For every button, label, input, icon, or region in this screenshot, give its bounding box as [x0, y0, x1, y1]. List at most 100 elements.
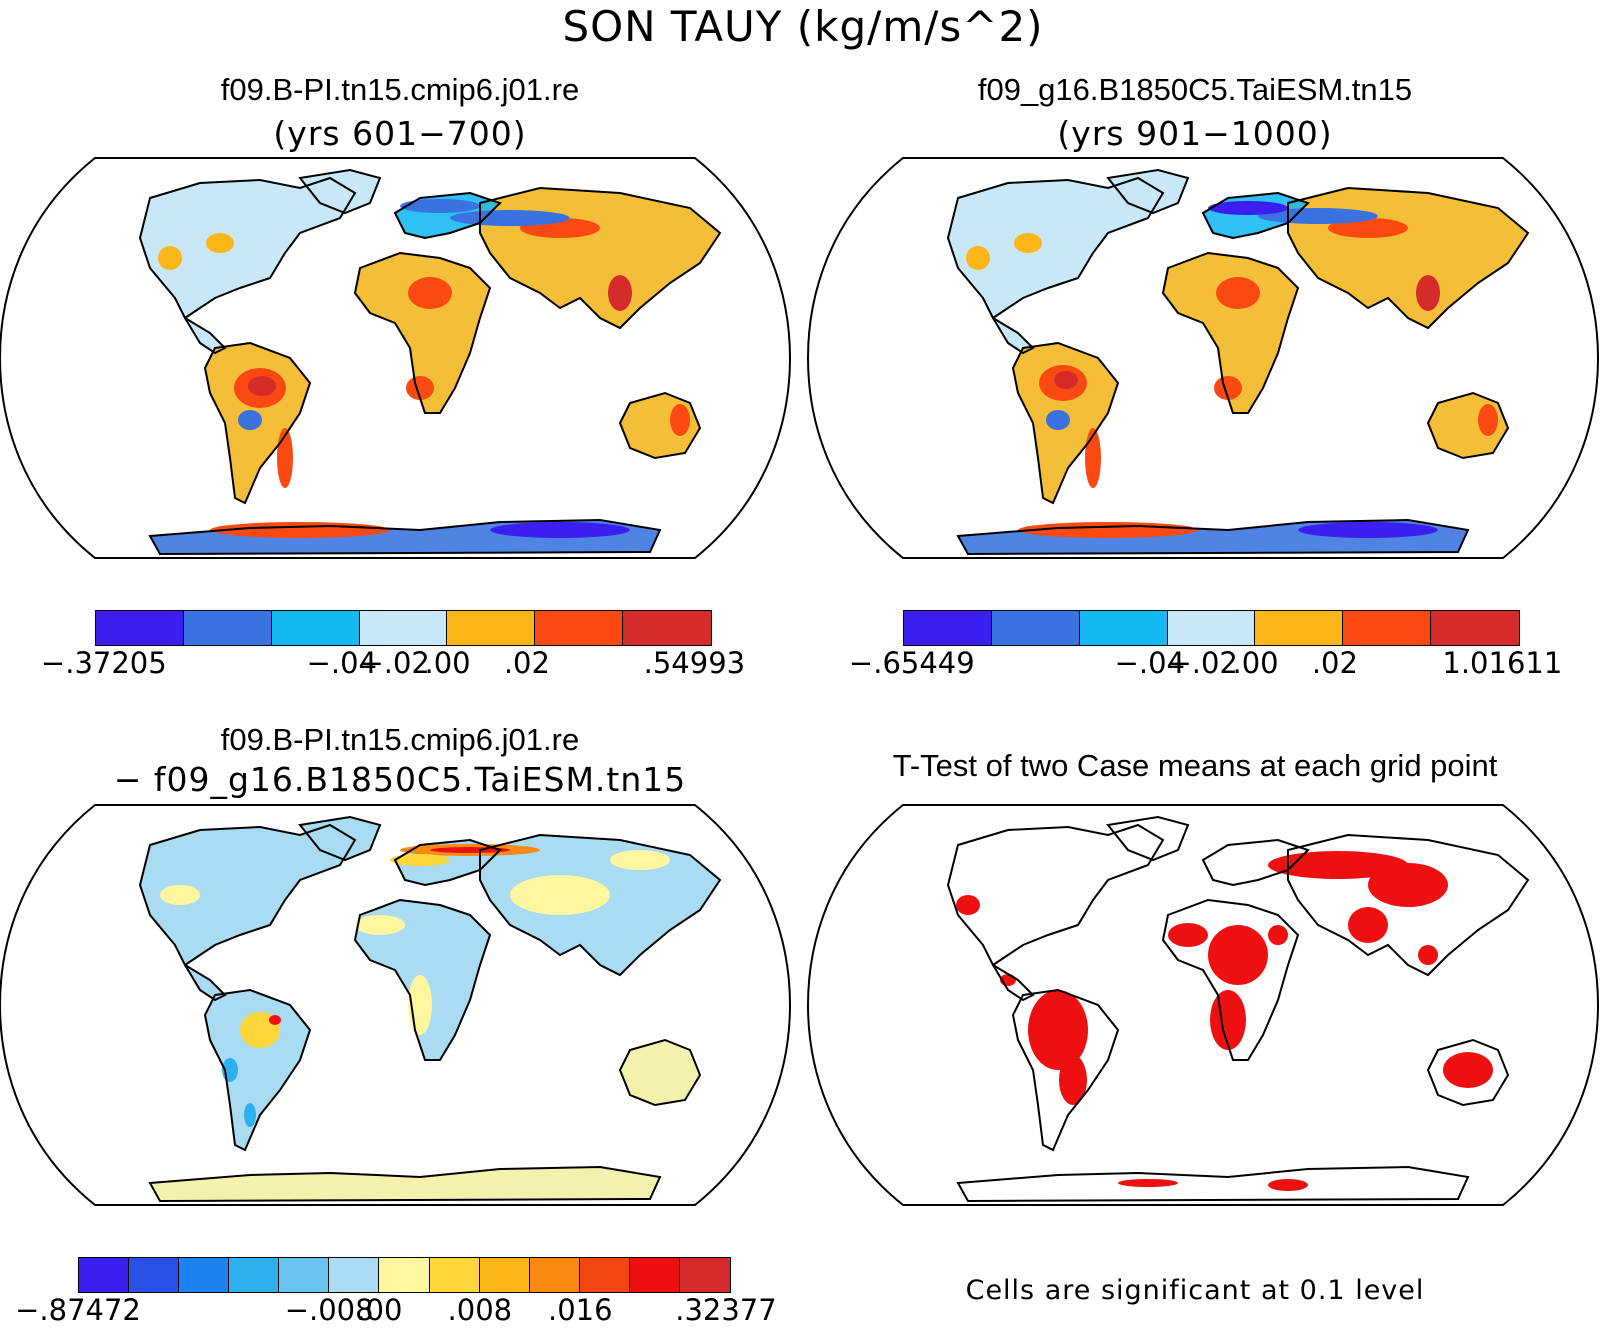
field-patch [269, 1015, 281, 1025]
colorbar-tick-label: −.02 [1167, 646, 1238, 680]
colorbar-bar [78, 1257, 731, 1293]
coastline [1011, 341, 1120, 505]
coastline [956, 1165, 1470, 1203]
field-patch [1118, 1179, 1178, 1187]
coastline [148, 1165, 662, 1203]
colorbar-swatch [129, 1258, 180, 1292]
field-patch [248, 376, 276, 396]
coastline [138, 176, 357, 320]
field-patch [160, 885, 200, 905]
colorbar-swatch [1255, 611, 1344, 645]
colorbar-swatch [379, 1258, 430, 1292]
field-patch [490, 522, 630, 538]
field-patch [1443, 1052, 1493, 1088]
colorbar-tick-label: .02 [1311, 646, 1358, 680]
colorbar-swatch [904, 611, 992, 645]
field-region [355, 253, 490, 413]
colorbar-swatch [359, 611, 448, 645]
coastline [1426, 391, 1510, 460]
landmass-camerica [185, 965, 225, 1000]
colorbar-tick-label: .02 [503, 646, 550, 680]
coastline [1106, 815, 1190, 862]
field-patch [1328, 218, 1408, 238]
field-region [620, 1040, 700, 1105]
landmass-camerica [993, 318, 1033, 353]
field-patch [1208, 925, 1268, 985]
colorbar-swatch [79, 1258, 130, 1292]
field-patch [1348, 907, 1388, 943]
colorbar-swatch [629, 1258, 680, 1292]
coastline [992, 317, 1035, 355]
colorbar-tick-label: .00 [1232, 646, 1279, 680]
colorbar-swatch [1343, 611, 1432, 645]
colorbar-swatch [179, 1258, 230, 1292]
colorbar-tick-label: −.37205 [40, 646, 167, 680]
field-patch [1268, 925, 1288, 945]
colorbar-tick-label: .008 [447, 1293, 513, 1327]
field-patch [608, 275, 632, 311]
coastline [184, 317, 227, 355]
field-patch [1268, 851, 1408, 879]
landmass-camerica [185, 318, 225, 353]
coastline [353, 898, 492, 1061]
coastline [148, 518, 662, 556]
colorbar-tick-label: .32377 [675, 1293, 777, 1327]
colorbar-tick-label: .54993 [643, 646, 746, 680]
colorbar-swatch [1167, 611, 1256, 645]
landmass-namerica [948, 178, 1163, 318]
colorbar-swatch [991, 611, 1080, 645]
field-patch [1216, 277, 1260, 309]
colorbar-tick-label: −.04 [306, 646, 378, 680]
map-frame [806, 157, 1600, 559]
field-patch [238, 410, 262, 430]
coastline [479, 186, 722, 330]
coastline [1426, 1038, 1510, 1107]
colorbar-swatch [271, 611, 360, 645]
colorbar-swatch [1431, 611, 1520, 645]
colorbar-swatch [429, 1258, 480, 1292]
coastline [298, 815, 382, 862]
coastline [184, 964, 227, 1002]
field-patch [1168, 923, 1208, 947]
landmass-namerica [948, 825, 1163, 965]
coastline [1011, 988, 1120, 1152]
panel1-colorbar: −.37205 −.04 −.02.00 .02 .54993 [41, 610, 745, 682]
field-patch [1014, 233, 1042, 253]
map-frame [0, 157, 792, 559]
field-patch [406, 376, 434, 400]
figure-title: SON TAUY (kg/m/s^2) [562, 2, 1044, 51]
coastline [1161, 251, 1300, 414]
field-patch [1059, 1055, 1087, 1105]
coastline [956, 518, 1470, 556]
field-patch [1046, 410, 1070, 430]
landmass-namerica [140, 178, 355, 318]
field-patch [408, 277, 452, 309]
panel3-colorbar: −.87472 −.008.00 .008 .016 .32377 [15, 1257, 777, 1329]
landmass-antarctica [958, 1167, 1468, 1201]
coastline [138, 823, 357, 967]
field-patch [206, 233, 234, 253]
landmass-europe [1203, 840, 1308, 885]
field-patch [1210, 990, 1246, 1050]
colorbar-swatch [279, 1258, 330, 1292]
panel2-map [806, 157, 1600, 559]
panel3-title: f09.B-PI.tn15.cmip6.j01.re [220, 722, 580, 757]
coastline [479, 833, 722, 977]
colorbar-swatch [96, 611, 184, 645]
field-patch [450, 210, 570, 226]
panel3-subtitle: − f09_g16.B1850C5.TaiESM.tn15 [113, 760, 687, 799]
field-patch [1418, 945, 1438, 965]
colorbar-swatch [479, 1258, 530, 1292]
significance-note: Cells are significant at 0.1 level [965, 1275, 1425, 1306]
panel2-colorbar: −.65449 −.04 −.02.00 .02 1.01611 [849, 610, 1562, 682]
colorbar-swatch [679, 1258, 731, 1292]
field-patch [966, 246, 990, 270]
panel4-map [806, 804, 1600, 1206]
coastline [203, 341, 312, 505]
map-frame [806, 804, 1600, 1206]
colorbar-swatch [447, 611, 536, 645]
field-patch [670, 404, 690, 436]
coastline [1287, 833, 1530, 977]
field-patch [355, 915, 405, 935]
panel1-subtitle: (yrs 601−700) [273, 114, 527, 153]
